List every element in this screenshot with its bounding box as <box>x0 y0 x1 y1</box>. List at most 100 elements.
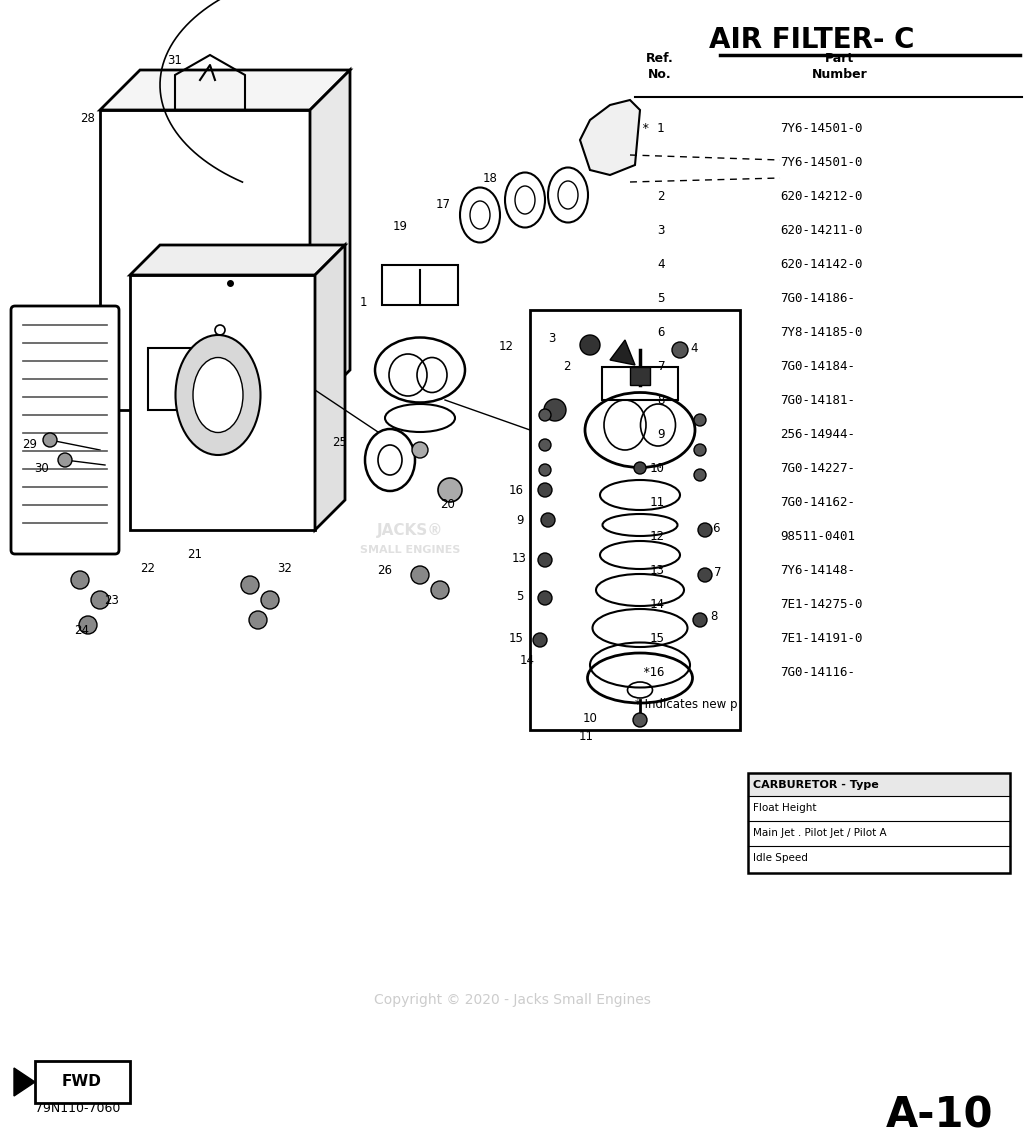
Text: 31: 31 <box>167 54 182 66</box>
Circle shape <box>672 342 688 358</box>
Bar <box>602 367 678 400</box>
Text: 15: 15 <box>508 631 524 644</box>
Text: 4: 4 <box>690 342 698 354</box>
Ellipse shape <box>365 429 415 490</box>
Circle shape <box>698 523 712 537</box>
Text: 8: 8 <box>657 394 665 408</box>
Text: 10: 10 <box>582 712 598 724</box>
Text: 14: 14 <box>650 598 665 612</box>
Polygon shape <box>610 340 636 364</box>
Text: * 1: * 1 <box>643 123 665 135</box>
Text: 17: 17 <box>436 198 451 212</box>
Polygon shape <box>310 70 350 410</box>
Text: *16: *16 <box>643 667 665 680</box>
Ellipse shape <box>558 181 578 209</box>
Text: 620-14211-0: 620-14211-0 <box>780 225 862 237</box>
Text: 7G0-14186-: 7G0-14186- <box>780 292 855 306</box>
Polygon shape <box>14 1068 35 1096</box>
Text: 28: 28 <box>81 111 95 125</box>
Circle shape <box>539 464 551 476</box>
Ellipse shape <box>460 188 500 243</box>
Ellipse shape <box>175 335 260 455</box>
Polygon shape <box>580 100 640 175</box>
Text: 7Y6-14501-0: 7Y6-14501-0 <box>780 123 862 135</box>
Ellipse shape <box>470 201 490 229</box>
Ellipse shape <box>505 173 545 228</box>
Text: 7G0-14227-: 7G0-14227- <box>780 463 855 476</box>
Ellipse shape <box>515 186 535 214</box>
Text: No.: No. <box>648 68 671 81</box>
Circle shape <box>58 453 72 468</box>
Text: Copyright © 2020 - Jacks Small Engines: Copyright © 2020 - Jacks Small Engines <box>373 992 651 1007</box>
Bar <box>130 275 315 529</box>
Text: 12: 12 <box>650 531 665 543</box>
Text: 7Y6-14501-0: 7Y6-14501-0 <box>780 157 862 170</box>
Text: 7: 7 <box>657 361 665 374</box>
Text: 13: 13 <box>650 565 665 578</box>
Ellipse shape <box>193 358 243 432</box>
Text: SMALL ENGINES: SMALL ENGINES <box>360 545 460 555</box>
Text: 3: 3 <box>657 225 665 237</box>
Circle shape <box>241 576 259 594</box>
Circle shape <box>71 571 89 589</box>
Text: 26: 26 <box>377 564 393 576</box>
Text: Part: Part <box>825 52 855 65</box>
Text: 9: 9 <box>517 513 524 526</box>
Text: FWD: FWD <box>63 1075 101 1090</box>
Circle shape <box>538 591 552 605</box>
Text: 6: 6 <box>712 521 720 534</box>
Text: 24: 24 <box>75 623 89 636</box>
Text: 25: 25 <box>332 437 347 449</box>
Text: Number: Number <box>812 68 868 81</box>
Circle shape <box>634 462 646 474</box>
Circle shape <box>698 568 712 582</box>
Bar <box>630 367 650 385</box>
Bar <box>530 311 740 730</box>
Circle shape <box>438 478 462 502</box>
Text: 20: 20 <box>441 499 455 511</box>
Text: 32: 32 <box>278 562 292 574</box>
Circle shape <box>693 613 707 627</box>
Text: 6: 6 <box>657 327 665 339</box>
Text: Main Jet . Pilot Jet / Pilot A: Main Jet . Pilot Jet / Pilot A <box>753 829 887 838</box>
Circle shape <box>249 611 266 629</box>
Circle shape <box>694 444 706 456</box>
Text: 7G0-14162-: 7G0-14162- <box>780 496 855 510</box>
Bar <box>148 348 226 410</box>
Text: 10: 10 <box>650 463 665 476</box>
Bar <box>100 110 310 410</box>
Text: 7G0-14181-: 7G0-14181- <box>780 394 855 408</box>
Circle shape <box>430 581 449 599</box>
Ellipse shape <box>378 445 402 474</box>
Text: 7E1-14275-0: 7E1-14275-0 <box>780 598 862 612</box>
Text: A-10: A-10 <box>887 1094 994 1136</box>
Text: 5: 5 <box>657 292 665 306</box>
Text: JACKS®: JACKS® <box>377 523 443 537</box>
Text: 1: 1 <box>359 296 367 308</box>
Polygon shape <box>100 70 350 110</box>
Text: 7E1-14191-0: 7E1-14191-0 <box>780 633 862 645</box>
Circle shape <box>694 469 706 481</box>
Text: AIR FILTER- C: AIR FILTER- C <box>709 26 914 54</box>
Text: Idle Speed: Idle Speed <box>753 853 808 863</box>
Text: 15: 15 <box>650 633 665 645</box>
Text: 620-14212-0: 620-14212-0 <box>780 190 862 204</box>
Circle shape <box>694 414 706 426</box>
Circle shape <box>580 335 600 355</box>
Text: Float Height: Float Height <box>753 803 817 813</box>
Text: 4: 4 <box>657 259 665 272</box>
Text: 22: 22 <box>140 562 156 574</box>
Text: 7: 7 <box>714 565 722 579</box>
Text: * Indicates new p: * Indicates new p <box>636 698 738 711</box>
Text: 7Y8-14185-0: 7Y8-14185-0 <box>780 327 862 339</box>
Text: 19: 19 <box>393 220 408 233</box>
Text: 16: 16 <box>508 484 524 496</box>
Text: 23: 23 <box>105 594 120 606</box>
Circle shape <box>544 399 566 421</box>
Text: 98511-0401: 98511-0401 <box>780 531 855 543</box>
Text: 7G0-14116-: 7G0-14116- <box>780 667 855 680</box>
Bar <box>382 265 458 305</box>
Circle shape <box>538 554 552 567</box>
Bar <box>748 774 1010 873</box>
Text: 30: 30 <box>35 462 49 474</box>
